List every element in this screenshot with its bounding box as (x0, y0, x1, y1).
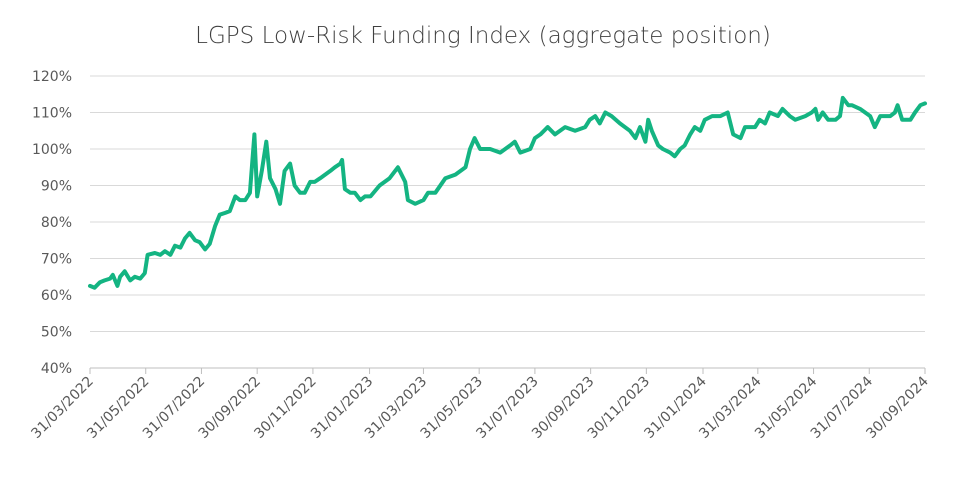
data-line (88, 95, 927, 290)
y-tick-label: 120% (32, 69, 72, 85)
chart-title: LGPS Low-Risk Funding Index (aggregate p… (195, 23, 771, 49)
y-tick-label: 40% (41, 361, 72, 377)
y-tick-label: 60% (41, 288, 72, 304)
y-tick-label: 50% (41, 325, 72, 341)
y-tick-label: 70% (41, 252, 72, 268)
y-tick-label: 80% (41, 215, 72, 231)
y-tick-label: 90% (41, 179, 72, 195)
y-tick-label: 110% (32, 106, 72, 122)
y-tick-label: 100% (32, 142, 72, 158)
